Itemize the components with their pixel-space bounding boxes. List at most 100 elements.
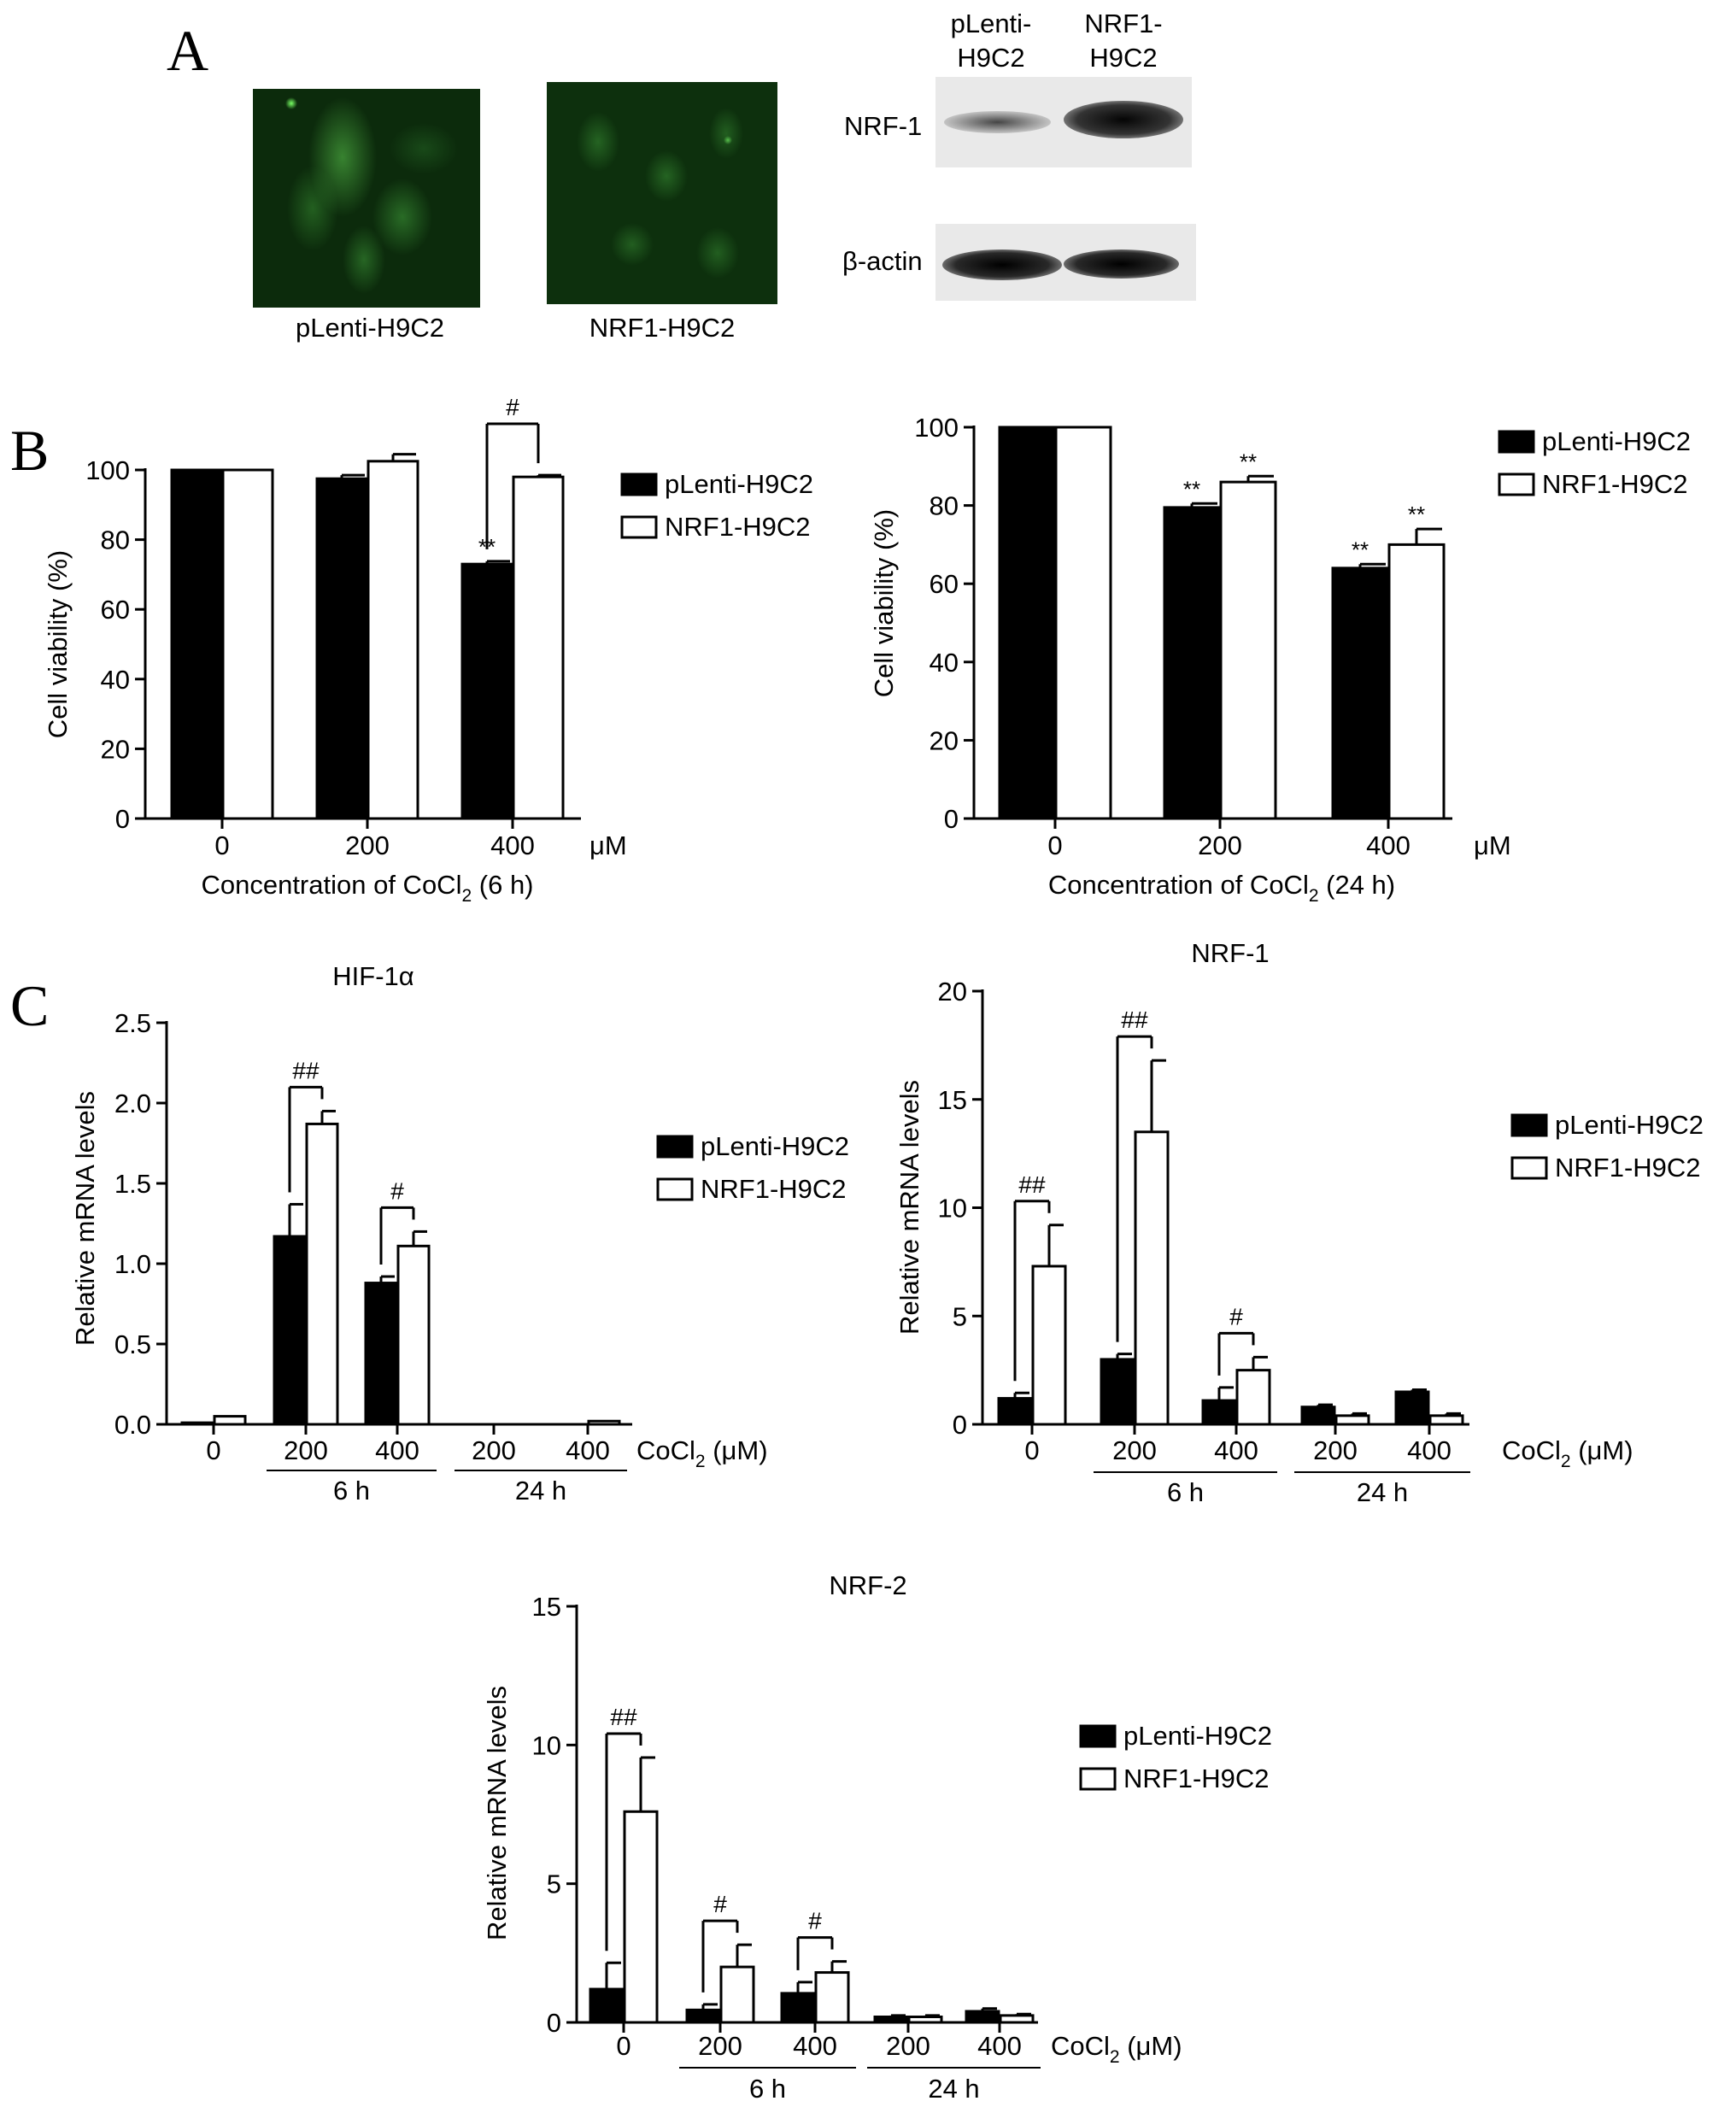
b-24h-bar-nrf1: [1387, 543, 1446, 820]
blot-lane-label-plenti-2: H9C2: [957, 43, 1025, 73]
b-6h-bar-plenti: [460, 562, 513, 820]
c-nrf1-bar-plenti: [1100, 1358, 1135, 1426]
b-6h-y-tick-label: 0: [115, 804, 130, 834]
c-nrf2-bar-plenti: [685, 2008, 721, 2024]
micrograph-caption-plenti: pLenti-H9C2: [295, 313, 445, 343]
blot-lane-label-nrf1-2: H9C2: [1089, 43, 1158, 73]
b-6h-x-tick-label: 0: [214, 830, 229, 860]
b-24h-y-axis-title: Cell viability (%): [869, 509, 899, 697]
b-6h-bar-nrf1: [367, 460, 419, 820]
b-24h-bar-plenti: [1163, 506, 1221, 820]
c-hif-y-tick-label: 0.5: [114, 1329, 151, 1359]
c-nrf2-bar-nrf1: [907, 2016, 943, 2024]
c-hif-bar-plenti: [180, 1421, 214, 1426]
c-nrf2-group-label: 24 h: [928, 2074, 979, 2104]
b-24h-y-tick-label: 20: [930, 725, 959, 755]
c-hif-bar-nrf1: [305, 1122, 339, 1426]
b-24h-legend-swatch-plenti: [1498, 430, 1535, 454]
micrograph-caption-nrf1: NRF1-H9C2: [589, 313, 736, 343]
b-24h-bar-nrf1: [1054, 426, 1112, 820]
b-6h-bar-plenti: [170, 468, 223, 820]
c-nrf1-x-tick-label: 0: [1024, 1435, 1039, 1465]
b-24h-bar-plenti: [1331, 566, 1389, 820]
c-nrf1-y-tick-label: 0: [953, 1410, 967, 1440]
c-nrf2-comparison-label: #: [713, 1891, 727, 1917]
c-nrf1-comparison-label: #: [1229, 1303, 1243, 1329]
b-24h-y-tick-label: 100: [914, 413, 959, 443]
b-24h-y-tick-label: 0: [944, 804, 959, 834]
c-nrf2-x-tick-label: 0: [616, 2031, 630, 2061]
c-hif-title: HIF-1α: [332, 961, 414, 991]
blot-row-label-nrf1: NRF-1: [844, 111, 923, 141]
c-nrf1-bar-plenti: [1300, 1406, 1336, 1426]
b-24h-y-tick-label: 60: [930, 569, 959, 599]
c-nrf1-bar-nrf1: [1134, 1130, 1170, 1426]
b-6h-legend-swatch-nrf1: [620, 515, 658, 539]
panel-letter-b: B: [10, 418, 50, 483]
c-nrf1-legend-swatch-nrf1: [1510, 1156, 1548, 1180]
c-nrf1-y-tick-label: 5: [953, 1301, 967, 1331]
c-nrf2-y-tick-label: 15: [532, 1592, 561, 1622]
b-6h-y-tick-label: 40: [101, 665, 130, 695]
c-nrf1-legend-swatch-plenti: [1510, 1113, 1548, 1137]
b-6h-bar-nrf1: [512, 475, 565, 820]
c-nrf1-x-tick-label: 200: [1313, 1435, 1358, 1465]
blot-band-actin-nrf1: [1064, 249, 1179, 279]
c-nrf2-comparison-label: #: [808, 1908, 822, 1934]
b-6h-comparison-label: #: [506, 394, 519, 420]
c-nrf2-bar-nrf1: [623, 1810, 659, 2024]
c-hif-y-tick-label: 1.0: [114, 1249, 151, 1279]
blot-lane-label-nrf1-1: NRF1-: [1084, 9, 1163, 38]
c-nrf2-legend-label: NRF1-H9C2: [1123, 1764, 1270, 1793]
c-nrf2-bar-nrf1: [719, 1965, 755, 2024]
c-hif-legend-swatch-nrf1: [656, 1177, 694, 1201]
blot-row-label-actin: β-actin: [842, 246, 923, 276]
c-nrf1-bar-plenti: [1394, 1390, 1430, 1426]
c-nrf2-legend-swatch-nrf1: [1079, 1767, 1117, 1791]
b-24h-significance-mark: **: [1352, 537, 1369, 562]
c-nrf2-title: NRF-2: [829, 1570, 906, 1600]
b-24h-legend-label: pLenti-H9C2: [1542, 426, 1691, 456]
c-hif-legend-label: NRF1-H9C2: [701, 1174, 847, 1204]
b-6h-bar-nrf1: [221, 468, 274, 820]
c-nrf1-title: NRF-1: [1191, 938, 1269, 968]
c-nrf1-x-tick-label: 400: [1214, 1435, 1258, 1465]
b-6h-legend-swatch-plenti: [620, 472, 658, 496]
c-hif-comparison-label: ##: [292, 1057, 320, 1083]
b-6h-y-tick-label: 20: [101, 734, 130, 764]
panel-letter-a: A: [167, 18, 209, 83]
c-nrf2-comparison-label: ##: [610, 1704, 637, 1730]
micrograph-plenti: [253, 89, 480, 308]
c-hif-comparison-label: #: [390, 1177, 404, 1204]
c-hif-x-tick-label: 200: [284, 1435, 328, 1465]
c-nrf1-bar-nrf1: [1334, 1414, 1370, 1426]
c-hif-y-tick-label: 1.5: [114, 1169, 151, 1199]
b-6h-legend-label: NRF1-H9C2: [665, 512, 811, 542]
b-6h-y-tick-label: 100: [85, 455, 130, 485]
c-hif-y-axis-title: Relative mRNA levels: [70, 1091, 100, 1346]
c-nrf1-x-tick-label: 200: [1112, 1435, 1157, 1465]
b-24h-x-tick-label: 200: [1198, 830, 1242, 860]
c-hif-legend-label: pLenti-H9C2: [701, 1131, 849, 1161]
b-24h-x-unit: μM: [1474, 830, 1511, 860]
b-6h-x-tick-label: 400: [490, 830, 535, 860]
c-nrf1-bar-nrf1: [1031, 1265, 1067, 1426]
c-hif-x-unit: CoCl2 (μM): [636, 1435, 768, 1471]
c-nrf2-x-tick-label: 400: [793, 2031, 837, 2061]
c-nrf2-bar-plenti: [873, 2016, 909, 2024]
c-nrf2-bar-plenti: [589, 1987, 625, 2024]
c-nrf2-legend-swatch-plenti: [1079, 1724, 1117, 1748]
c-nrf2-bar-nrf1: [814, 1971, 850, 2024]
c-nrf2-y-tick-label: 10: [532, 1730, 561, 1760]
c-nrf1-comparison-label: ##: [1121, 1007, 1148, 1033]
c-nrf1-group-label: 6 h: [1167, 1477, 1204, 1507]
c-nrf2-x-tick-label: 200: [698, 2031, 742, 2061]
c-nrf1-x-tick-label: 400: [1407, 1435, 1452, 1465]
c-hif-x-tick-label: 400: [375, 1435, 419, 1465]
c-nrf2-y-tick-label: 5: [547, 1869, 561, 1899]
c-nrf1-bar-plenti: [997, 1397, 1033, 1426]
c-nrf1-x-unit: CoCl2 (μM): [1502, 1435, 1633, 1471]
c-hif-x-tick-label: 400: [566, 1435, 610, 1465]
c-nrf2-y-tick-label: 0: [547, 2008, 561, 2038]
c-hif-bar-plenti: [273, 1235, 307, 1426]
